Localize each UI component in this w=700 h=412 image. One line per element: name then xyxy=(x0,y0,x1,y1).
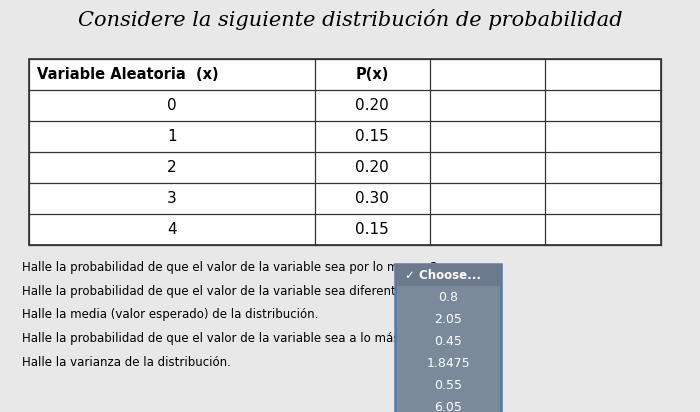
Text: Halle la probabilidad de que el valor de la variable sea a lo más 2.: Halle la probabilidad de que el valor de… xyxy=(22,332,414,345)
Text: 0: 0 xyxy=(167,98,176,113)
Text: P(x): P(x) xyxy=(356,67,389,82)
Text: 0.30: 0.30 xyxy=(356,191,389,206)
Text: Halle la probabilidad de que el valor de la variable sea diferente a 2.: Halle la probabilidad de que el valor de… xyxy=(22,285,429,298)
Text: 4: 4 xyxy=(167,222,176,237)
Text: Considere la siguiente distribución de probabilidad: Considere la siguiente distribución de p… xyxy=(78,9,622,30)
Text: 2: 2 xyxy=(167,160,176,175)
Text: 6.05: 6.05 xyxy=(435,401,462,412)
Text: 0.45: 0.45 xyxy=(435,335,462,348)
Text: 0.8: 0.8 xyxy=(438,290,458,304)
Text: 3: 3 xyxy=(167,191,176,206)
Text: ✓ Choose...: ✓ Choose... xyxy=(405,269,481,281)
Text: 2.05: 2.05 xyxy=(435,313,462,325)
Bar xyxy=(395,264,501,286)
Text: 1: 1 xyxy=(167,129,176,144)
Text: Variable Aleatoria  (x): Variable Aleatoria (x) xyxy=(37,67,219,82)
Text: 0.55: 0.55 xyxy=(435,379,463,392)
Text: Halle la media (valor esperado) de la distribución.: Halle la media (valor esperado) de la di… xyxy=(22,309,318,321)
Text: Halle la probabilidad de que el valor de la variable sea por lo menos 3: Halle la probabilidad de que el valor de… xyxy=(22,261,437,274)
Text: Halle la varianza de la distribución.: Halle la varianza de la distribución. xyxy=(22,356,231,369)
Text: 0.20: 0.20 xyxy=(356,160,389,175)
Text: 0.15: 0.15 xyxy=(356,222,389,237)
Text: 0.15: 0.15 xyxy=(356,129,389,144)
Text: 0.20: 0.20 xyxy=(356,98,389,113)
Text: 1.8475: 1.8475 xyxy=(426,357,470,370)
